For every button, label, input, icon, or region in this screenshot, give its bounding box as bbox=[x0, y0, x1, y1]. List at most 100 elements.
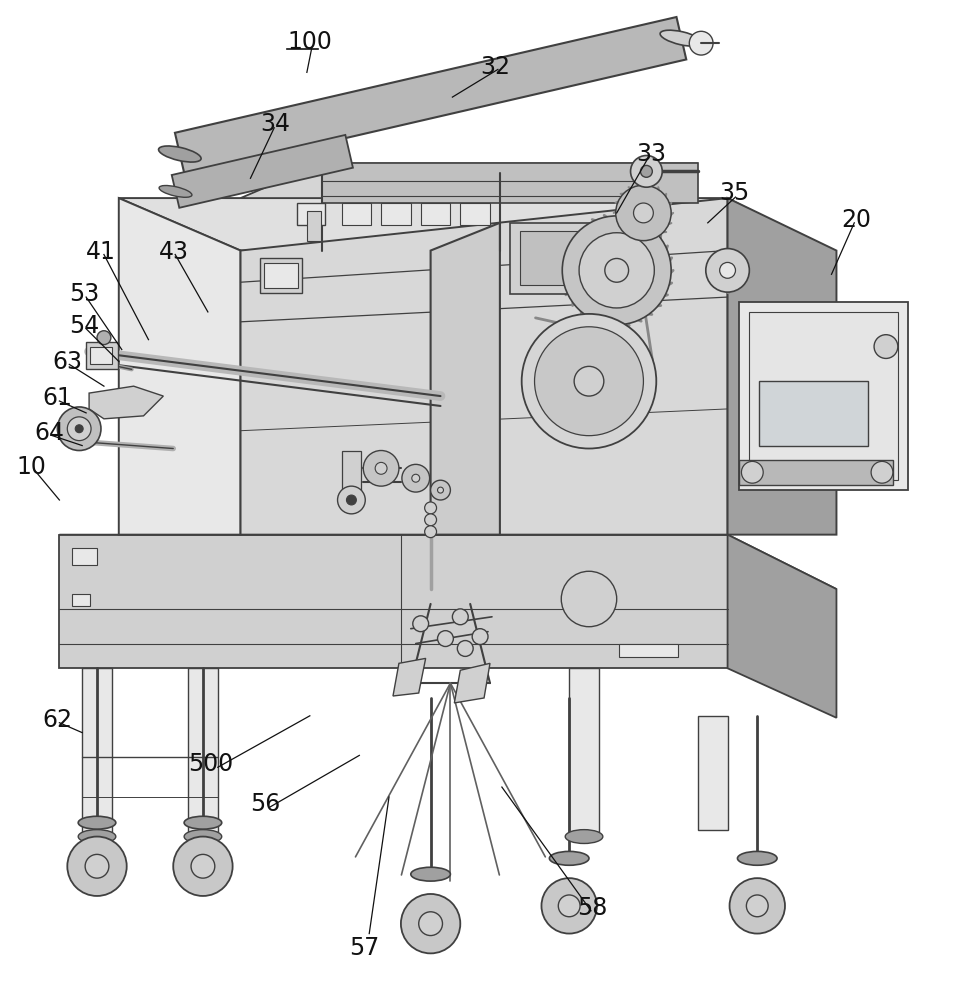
Circle shape bbox=[437, 487, 443, 493]
Polygon shape bbox=[188, 668, 217, 832]
Circle shape bbox=[375, 462, 386, 474]
Polygon shape bbox=[60, 535, 727, 668]
Circle shape bbox=[604, 258, 628, 282]
Bar bbox=[86, 342, 117, 369]
Circle shape bbox=[689, 31, 712, 55]
Bar bbox=[510, 223, 603, 294]
Circle shape bbox=[633, 203, 652, 223]
Bar bbox=[759, 381, 867, 446]
Ellipse shape bbox=[78, 830, 115, 843]
Ellipse shape bbox=[184, 816, 221, 829]
Polygon shape bbox=[171, 135, 352, 208]
Polygon shape bbox=[392, 658, 425, 696]
Circle shape bbox=[413, 616, 428, 632]
Polygon shape bbox=[241, 198, 727, 535]
Polygon shape bbox=[454, 663, 490, 703]
Text: 10: 10 bbox=[17, 455, 47, 479]
Circle shape bbox=[85, 854, 109, 878]
Circle shape bbox=[630, 156, 661, 187]
Ellipse shape bbox=[184, 830, 221, 843]
Polygon shape bbox=[430, 223, 500, 535]
Text: 41: 41 bbox=[86, 240, 115, 264]
Polygon shape bbox=[60, 535, 835, 589]
Circle shape bbox=[573, 366, 603, 396]
Text: 43: 43 bbox=[158, 240, 188, 264]
Text: 56: 56 bbox=[250, 792, 281, 816]
Circle shape bbox=[75, 425, 83, 433]
Circle shape bbox=[337, 486, 365, 514]
Circle shape bbox=[437, 631, 453, 647]
Ellipse shape bbox=[78, 816, 115, 829]
Circle shape bbox=[424, 526, 436, 538]
Circle shape bbox=[424, 514, 436, 526]
Text: 100: 100 bbox=[287, 30, 332, 54]
Circle shape bbox=[740, 461, 763, 483]
Bar bbox=[519, 231, 594, 285]
Circle shape bbox=[705, 249, 748, 292]
Polygon shape bbox=[118, 198, 825, 251]
Bar bbox=[618, 644, 678, 657]
Text: 53: 53 bbox=[69, 282, 100, 306]
Bar bbox=[421, 203, 450, 225]
Bar bbox=[748, 312, 897, 480]
Circle shape bbox=[615, 185, 671, 241]
Text: 35: 35 bbox=[719, 181, 749, 205]
Polygon shape bbox=[727, 198, 835, 535]
Bar bbox=[296, 203, 325, 225]
Polygon shape bbox=[82, 668, 111, 832]
Ellipse shape bbox=[158, 146, 200, 162]
Text: 54: 54 bbox=[69, 314, 100, 338]
Ellipse shape bbox=[659, 30, 702, 46]
Bar bbox=[738, 460, 892, 485]
Bar bbox=[306, 211, 321, 241]
Text: 63: 63 bbox=[53, 350, 82, 374]
Polygon shape bbox=[322, 163, 697, 203]
Circle shape bbox=[191, 854, 214, 878]
Text: 57: 57 bbox=[349, 936, 379, 960]
Circle shape bbox=[401, 894, 460, 953]
Ellipse shape bbox=[158, 186, 192, 197]
Bar bbox=[380, 203, 411, 225]
Text: 62: 62 bbox=[42, 708, 72, 732]
Text: 20: 20 bbox=[840, 208, 870, 232]
Text: 34: 34 bbox=[260, 112, 290, 136]
Circle shape bbox=[640, 165, 651, 177]
Circle shape bbox=[521, 314, 655, 449]
Polygon shape bbox=[118, 198, 241, 535]
Circle shape bbox=[452, 609, 467, 625]
Circle shape bbox=[457, 641, 472, 656]
Bar bbox=[460, 203, 490, 225]
Text: 58: 58 bbox=[576, 896, 607, 920]
Circle shape bbox=[534, 327, 643, 436]
Circle shape bbox=[471, 629, 487, 645]
Bar bbox=[341, 203, 371, 225]
Circle shape bbox=[173, 837, 233, 896]
Polygon shape bbox=[175, 17, 686, 175]
Polygon shape bbox=[568, 668, 599, 832]
Circle shape bbox=[870, 461, 892, 483]
Circle shape bbox=[560, 571, 616, 627]
Text: 500: 500 bbox=[188, 752, 233, 776]
Circle shape bbox=[873, 335, 897, 358]
Text: 33: 33 bbox=[636, 142, 666, 166]
Circle shape bbox=[424, 502, 436, 514]
Bar bbox=[264, 263, 297, 288]
Circle shape bbox=[430, 480, 450, 500]
Ellipse shape bbox=[736, 851, 777, 865]
Bar bbox=[341, 451, 361, 495]
Circle shape bbox=[541, 878, 597, 934]
Ellipse shape bbox=[549, 851, 589, 865]
Circle shape bbox=[67, 837, 126, 896]
Text: 61: 61 bbox=[42, 386, 72, 410]
Bar bbox=[260, 258, 301, 293]
Ellipse shape bbox=[411, 867, 450, 881]
Circle shape bbox=[719, 262, 734, 278]
Circle shape bbox=[67, 417, 91, 441]
Circle shape bbox=[363, 451, 398, 486]
Circle shape bbox=[346, 495, 356, 505]
Bar bbox=[72, 594, 90, 606]
Text: 64: 64 bbox=[34, 421, 65, 445]
Polygon shape bbox=[241, 163, 697, 198]
Circle shape bbox=[402, 464, 429, 492]
Circle shape bbox=[419, 912, 442, 936]
